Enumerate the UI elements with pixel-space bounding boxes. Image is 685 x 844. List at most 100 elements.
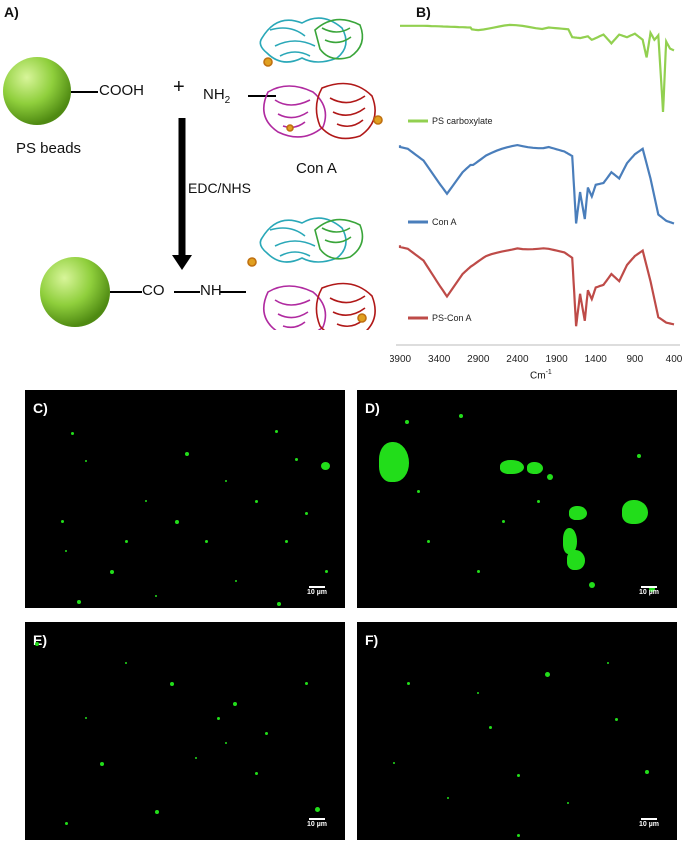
fluorescent-spot <box>225 480 227 482</box>
fluorescent-spot <box>615 718 618 721</box>
scale-bar-e: 10 µm <box>307 818 327 828</box>
micrograph-c: C) 10 µm <box>25 390 345 608</box>
fluorescent-spot <box>502 520 505 523</box>
fluorescent-spot <box>489 726 492 729</box>
fluorescent-spot <box>545 672 550 677</box>
fluorescent-spot <box>235 580 237 582</box>
fluorescent-spot <box>85 717 87 719</box>
con-a-caption: Con A <box>296 160 337 177</box>
fluorescent-spot <box>233 702 237 706</box>
x-tick-label: 400 <box>666 354 683 365</box>
x-tick-label: 3400 <box>428 354 451 365</box>
fluorescent-spot <box>379 442 409 482</box>
fluorescent-spot <box>61 520 64 523</box>
fluorescent-spot <box>645 770 649 774</box>
fluorescent-spot <box>500 460 524 474</box>
fluorescent-spot <box>459 414 463 418</box>
fluorescent-spot <box>567 550 585 570</box>
fluorescent-spot <box>607 662 609 664</box>
fluorescent-spot <box>427 540 430 543</box>
fluorescent-spot <box>325 570 328 573</box>
fluorescent-spot <box>65 822 68 825</box>
amine-group-label: NH2 <box>203 86 231 106</box>
fluorescent-spot <box>205 540 208 543</box>
fluorescent-spot <box>477 570 480 573</box>
ps-bead-top <box>3 57 71 125</box>
fluorescent-spot <box>417 490 420 493</box>
amide-nh-label: NH <box>200 282 222 299</box>
fluorescent-spot <box>569 506 587 520</box>
fluorescent-spot <box>145 500 147 502</box>
x-tick-label: 2900 <box>467 354 490 365</box>
scale-bar-c: 10 µm <box>307 586 327 596</box>
fluorescent-spot <box>85 460 87 462</box>
reagent-label: EDC/NHS <box>188 180 252 196</box>
con-a-protein-bottom <box>247 217 376 330</box>
fluorescent-spot <box>217 717 220 720</box>
fluorescent-spot <box>265 732 268 735</box>
micrograph-c-label: C) <box>33 400 48 416</box>
fluorescent-spot <box>295 458 298 461</box>
fluorescent-spot <box>285 540 288 543</box>
fluorescent-spot <box>527 462 543 474</box>
fluorescent-spot <box>175 520 179 524</box>
amide-co-label: CO <box>142 282 165 299</box>
carboxyl-group-label: COOH <box>99 82 144 99</box>
micrograph-d-label: D) <box>365 400 380 416</box>
reaction-arrow-head <box>172 255 192 270</box>
fluorescent-spot <box>405 420 409 424</box>
fluorescent-spot <box>277 602 281 606</box>
x-tick-label: 900 <box>627 354 644 365</box>
fluorescent-spot <box>563 528 577 554</box>
series-line-con-a <box>398 143 675 225</box>
series-line-ps-carboxylate <box>400 23 675 113</box>
x-axis-label: Cm-1 <box>530 369 552 382</box>
fluorescent-spot <box>125 540 128 543</box>
fluorescent-spot <box>77 600 81 604</box>
legend-label: PS-Con A <box>432 313 472 323</box>
fluorescent-spot <box>537 500 540 503</box>
x-tick-label: 3900 <box>390 354 412 365</box>
fluorescent-spot <box>321 462 330 470</box>
x-tick-label: 1900 <box>545 354 568 365</box>
micrograph-d: D) 10 µm <box>357 390 677 608</box>
fluorescent-spot <box>110 570 114 574</box>
fluorescent-spot <box>477 692 479 694</box>
reaction-scheme <box>3 17 383 330</box>
micrograph-f: F) 10 µm <box>357 622 677 840</box>
fluorescent-spot <box>170 682 174 686</box>
legend-label: Con A <box>432 217 457 227</box>
fluorescent-spot <box>125 662 127 664</box>
panel-a-label: A) <box>4 4 19 20</box>
fluorescent-spot <box>71 432 74 435</box>
fluorescent-spot <box>65 550 67 552</box>
fluorescent-spot <box>255 500 258 503</box>
x-tick-label: 1400 <box>585 354 608 365</box>
scale-bar-f: 10 µm <box>639 818 659 828</box>
fluorescent-spot <box>517 834 520 837</box>
fluorescent-spot <box>517 774 520 777</box>
series-line-ps-con-a <box>398 245 675 327</box>
fluorescent-spot <box>407 682 410 685</box>
micrograph-f-label: F) <box>365 632 379 648</box>
fluorescent-spot <box>637 454 641 458</box>
fluorescent-spot <box>185 452 189 456</box>
fluorescent-spot <box>305 682 308 685</box>
ps-bead-bottom <box>40 257 110 327</box>
micrograph-e: E) 10 µm <box>25 622 345 840</box>
fluorescent-spot <box>315 807 320 812</box>
plus-sign: + <box>173 76 185 98</box>
fluorescent-spot <box>547 474 553 480</box>
legend-label: PS carboxylate <box>432 116 493 126</box>
con-a-protein-top <box>259 17 383 140</box>
panel-b-label: B) <box>416 4 431 20</box>
fluorescent-spot <box>622 500 648 524</box>
fluorescent-spot <box>225 742 227 744</box>
ftir-chart: 3900 3400 2900 2400 1900 1400 900 400 PS carbox… <box>390 23 683 365</box>
scale-bar-d: 10 µm <box>639 586 659 596</box>
fluorescent-spot <box>649 586 655 592</box>
fluorescent-spot <box>155 810 159 814</box>
fluorescent-spot <box>567 802 569 804</box>
x-tick-label: 2400 <box>506 354 529 365</box>
fluorescent-spot <box>589 582 595 588</box>
